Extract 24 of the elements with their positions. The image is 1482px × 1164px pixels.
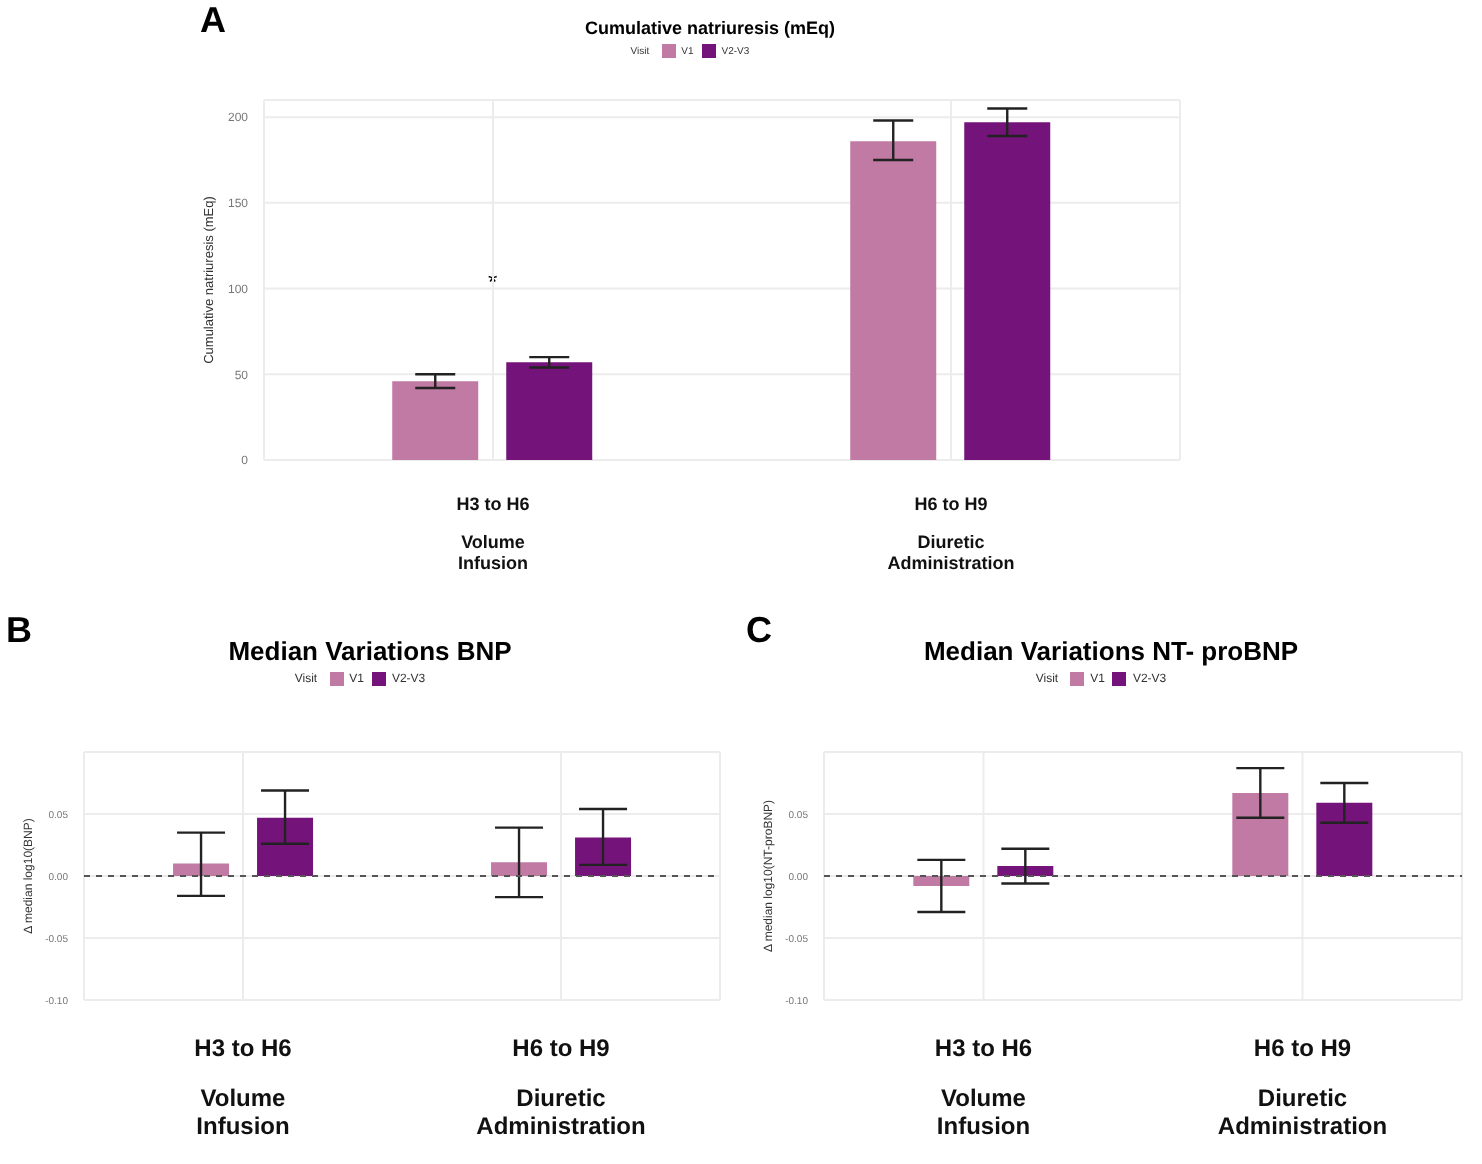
- x-tick-label: H3 to H6 Volume Infusion: [194, 1034, 293, 1140]
- bar: [913, 876, 970, 886]
- x-tick-label: H6 to H9 Diuretic Administration: [476, 1034, 646, 1140]
- bar: [392, 381, 479, 460]
- bar: [491, 862, 548, 876]
- bar: [173, 863, 230, 876]
- x-tick-label: H3 to H6 Volume Infusion: [934, 1034, 1033, 1140]
- text: C: [746, 610, 772, 652]
- chart-title: Median Variations NT- proBNP: [923, 636, 1299, 666]
- bar: [575, 837, 632, 876]
- x-tick-label: H3 to H6 Volume Infusion: [456, 494, 530, 573]
- chart-title: Cumulative natriuresis (mEq): [584, 18, 836, 38]
- bar: [964, 122, 1051, 460]
- bar: [506, 362, 593, 460]
- x-tick-label: H6 to H9 Diuretic Administration: [887, 494, 1015, 573]
- x-tick-label: H6 to H9 Diuretic Administration: [1217, 1034, 1388, 1140]
- bar: [850, 141, 937, 460]
- text: B: [6, 610, 32, 652]
- bar: [997, 866, 1054, 876]
- bar: [257, 817, 314, 876]
- text: A: [200, 0, 226, 42]
- bar: [1232, 792, 1289, 876]
- bar: [1316, 802, 1373, 876]
- chart-title: Median Variations BNP: [228, 636, 512, 666]
